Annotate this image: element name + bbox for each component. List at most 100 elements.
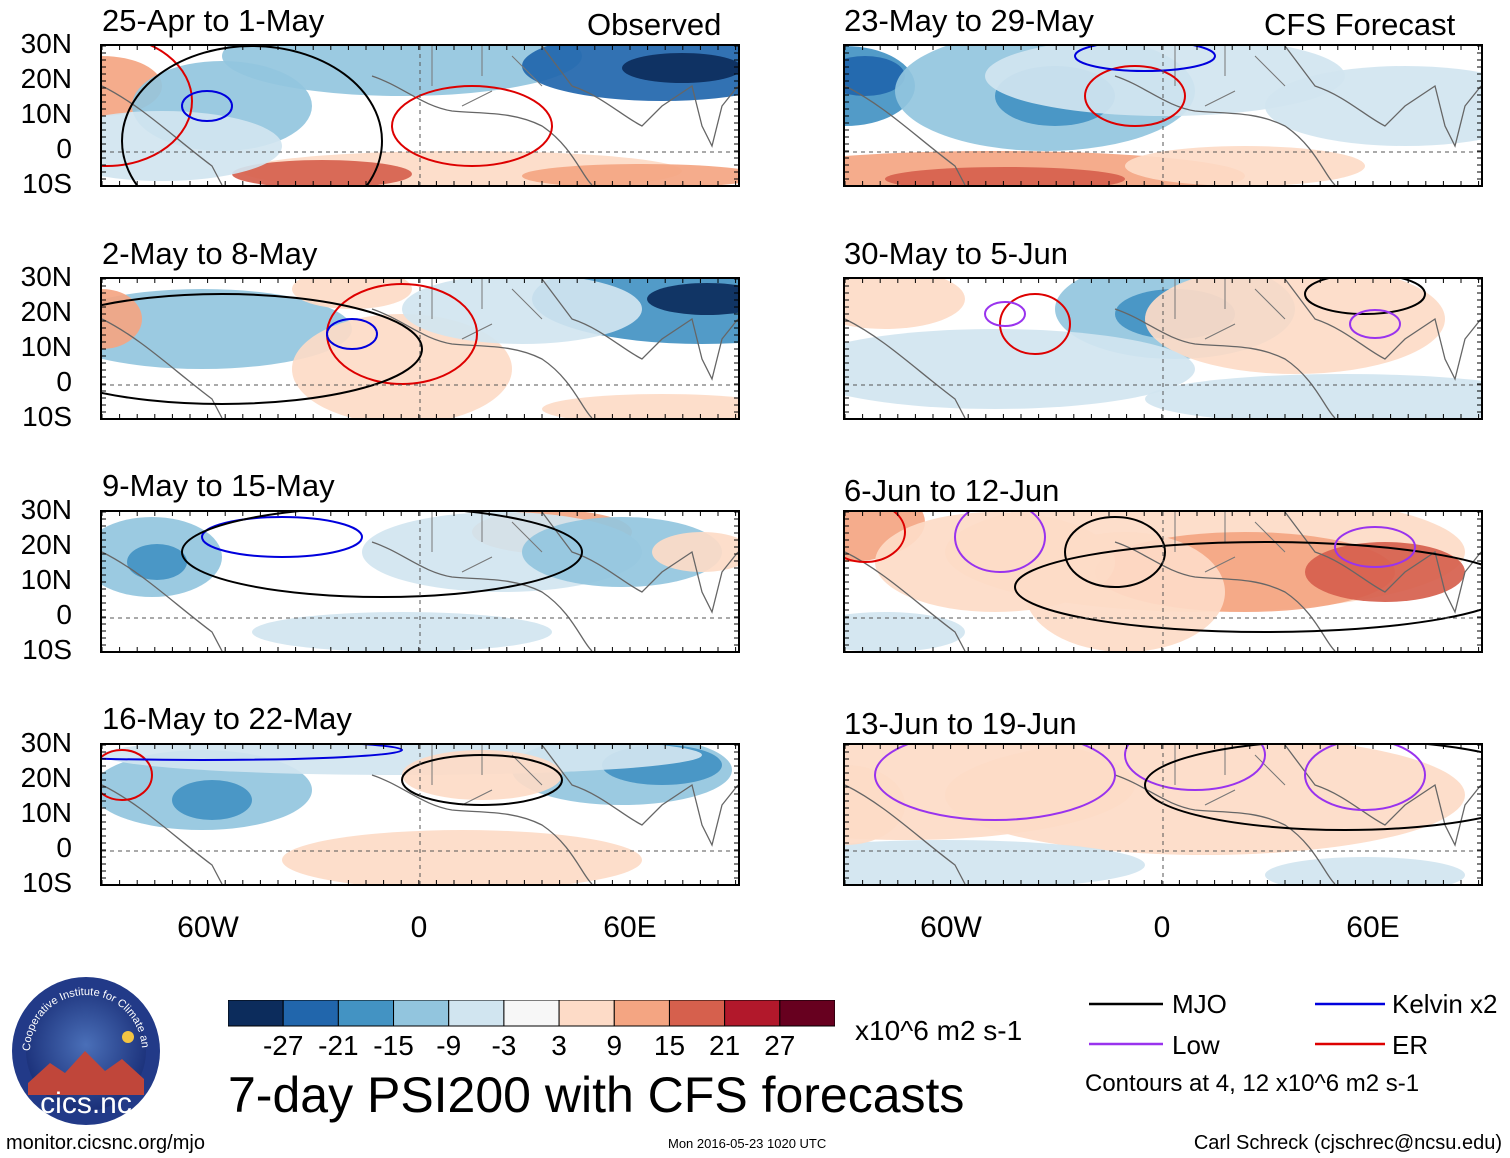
coastline — [102, 85, 223, 185]
contour-line — [1014, 541, 1481, 633]
coastline — [541, 46, 738, 148]
border-line — [431, 279, 543, 340]
map-canvas — [102, 46, 738, 185]
map-canvas — [845, 512, 1481, 651]
anomaly-shading — [102, 289, 142, 349]
contour-line — [102, 46, 193, 167]
map-panel-obs-2 — [100, 277, 740, 420]
anomaly-shading — [845, 612, 965, 651]
anomaly-shading — [845, 56, 905, 96]
coastline — [1284, 279, 1481, 381]
map-canvas — [845, 46, 1481, 185]
lon-label-60e: 60E — [1346, 911, 1400, 944]
lat-label: 30N — [20, 28, 72, 59]
lon-label-60w: 60W — [177, 911, 239, 944]
footer-url: monitor.cicsnc.org/mjo — [6, 1132, 205, 1154]
map-canvas — [102, 279, 738, 418]
contour-line — [874, 745, 1116, 821]
coastline — [1114, 774, 1336, 884]
contour-line — [391, 85, 553, 167]
observed-label: Observed — [587, 7, 722, 42]
colorbar-swatch — [613, 1000, 670, 1027]
anomaly-shading — [652, 532, 738, 572]
panel-title-obs-1: 25-Apr to 1-May — [102, 3, 325, 38]
lon-label-0: 0 — [1153, 911, 1171, 944]
border-line — [1174, 745, 1286, 806]
contour-line — [1334, 526, 1416, 568]
coastline — [1114, 75, 1336, 185]
anomaly-shading — [845, 765, 905, 845]
coastline — [845, 318, 966, 418]
map-panel-fc-1 — [843, 44, 1483, 187]
border-line — [431, 512, 543, 573]
lat-label: 20N — [20, 296, 72, 327]
colorbar-tick-label: 3 — [551, 1030, 567, 1061]
contour-line — [326, 318, 378, 350]
anomaly-shading — [945, 745, 1465, 855]
lat-label: 10N — [20, 98, 72, 129]
map-canvas — [102, 512, 738, 651]
contour-line — [102, 293, 423, 405]
colorbar-tick-label: 27 — [764, 1030, 796, 1061]
legend-kelvin-label: Kelvin x2 — [1392, 989, 1498, 1019]
map-canvas — [845, 279, 1481, 418]
map-canvas — [102, 745, 738, 884]
coastline — [1284, 46, 1481, 148]
contour-line — [1349, 309, 1401, 339]
panel-title-obs-3: 9-May to 15-May — [102, 468, 335, 503]
coastline — [102, 551, 223, 651]
lat-label: 30N — [20, 727, 72, 758]
map-panel-fc-2 — [843, 277, 1483, 420]
contour-line — [1074, 46, 1216, 72]
panel-title-obs-2: 2-May to 8-May — [102, 236, 318, 271]
lat-label: 10S — [22, 168, 72, 199]
colorbar-swatch — [228, 1000, 284, 1027]
lon-label-0: 0 — [410, 911, 428, 944]
anomaly-shading — [1145, 374, 1481, 418]
contour-line — [954, 512, 1046, 573]
anomaly-shading — [282, 830, 642, 884]
coastline — [1284, 512, 1481, 614]
main-title: 7-day PSI200 with CFS forecasts — [228, 1067, 965, 1123]
panel-title-fc-2: 30-May to 5-Jun — [844, 236, 1068, 271]
anomaly-shading — [1305, 542, 1465, 602]
colorbar-tick-label: 15 — [653, 1030, 686, 1061]
anomaly-shading — [252, 612, 552, 651]
colorbar-swatch — [558, 1000, 615, 1027]
colorbar-swatch — [724, 1000, 781, 1027]
lat-label: 30N — [20, 261, 72, 292]
coastline — [102, 784, 223, 884]
lat-label: 30N — [20, 494, 72, 525]
anomaly-shading — [402, 279, 642, 344]
legend-er-label: ER — [1392, 1030, 1429, 1060]
anomaly-shading — [985, 46, 1345, 116]
colorbar-swatch — [282, 1000, 339, 1027]
contour-line — [1304, 745, 1426, 811]
coastline — [102, 318, 223, 418]
anomaly-shading — [102, 111, 282, 181]
map-panel-fc-4 — [843, 743, 1483, 886]
lat-label: 0 — [56, 832, 72, 863]
lat-label: 20N — [20, 63, 72, 94]
anomaly-shading — [647, 283, 738, 315]
contour-line — [102, 749, 153, 801]
contour-line — [181, 90, 233, 122]
coastline — [1114, 308, 1336, 418]
anomaly-shading — [1265, 857, 1465, 884]
coastline — [541, 279, 738, 381]
colorbar-tick-label: -21 — [318, 1030, 359, 1061]
legend-mjo-label: MJO — [1172, 989, 1227, 1019]
coastline — [1284, 745, 1481, 847]
border-line — [431, 745, 543, 806]
forecast-label: CFS Forecast — [1264, 7, 1456, 42]
border-line — [1174, 512, 1286, 573]
colorbar-swatch — [668, 1000, 726, 1027]
coastline — [371, 75, 593, 185]
colorbar-tick-label: -15 — [373, 1030, 414, 1061]
svg-text:cics.nc: cics.nc — [40, 1087, 132, 1120]
colorbar-tick-label: -3 — [491, 1030, 517, 1061]
contour-line — [181, 512, 583, 598]
colorbar-tick-label: -9 — [436, 1030, 462, 1061]
lat-label: 10N — [20, 797, 72, 828]
contour-line — [401, 754, 563, 806]
